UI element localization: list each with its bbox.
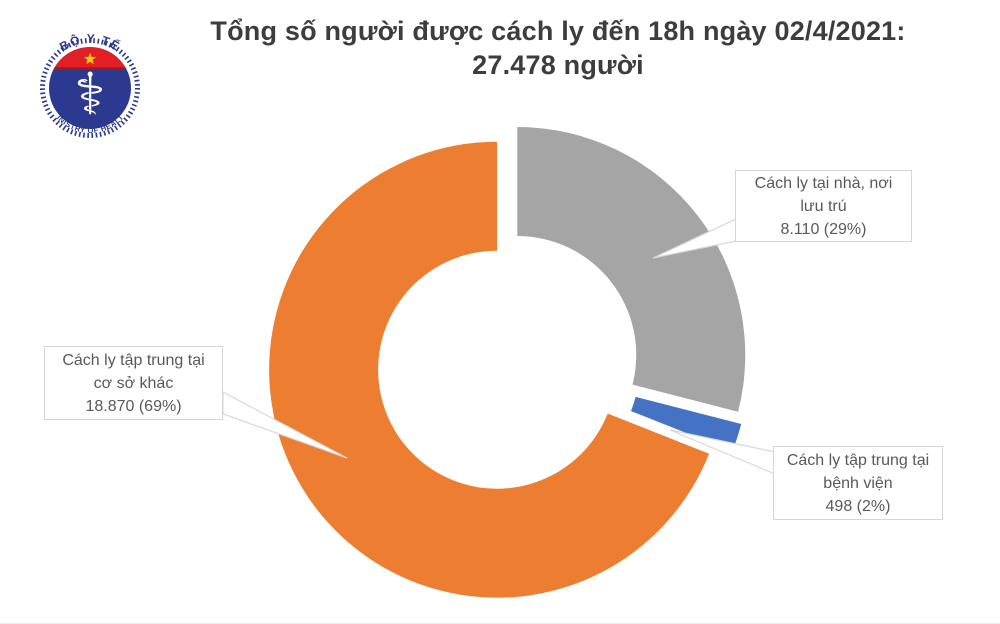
- callout-other-label: Cách ly tập trung tại cơ sở khác: [62, 351, 205, 392]
- pie-slice-hospital-quarantine: [631, 396, 742, 452]
- chart-title-line1: Tổng số người được cách ly đến 18h ngày …: [210, 16, 906, 46]
- logo-tick-ring: [40, 38, 140, 138]
- callout-home-label: Cách ly tại nhà, nơi lưu trú: [754, 174, 893, 215]
- star-icon: [83, 52, 97, 65]
- pie-slice-other-facility-quarantine: [269, 141, 710, 598]
- chart-title-line2: 27.478 người: [472, 50, 644, 80]
- staff-of-aesculapius-icon: ⚕: [74, 60, 105, 128]
- chart-title: Tổng số người được cách ly đến 18h ngày …: [158, 14, 958, 82]
- callout-hospital-value: 498 (2%): [825, 497, 891, 515]
- callout-label-home-quarantine: Cách ly tại nhà, nơi lưu trú 8.110 (29%): [735, 170, 912, 242]
- ministry-of-health-logo: ⚕ BỘ Y TẾ MINISTRY OF HEALTH: [38, 26, 140, 138]
- pie-slice-home-quarantine: [517, 127, 746, 412]
- callout-hospital-label: Cách ly tập trung tại bệnh viện: [786, 451, 930, 492]
- callout-label-hospital: Cách ly tập trung tại bệnh viện 498 (2%): [773, 446, 943, 520]
- callout-home-value: 8.110 (29%): [780, 220, 867, 238]
- callout-leader-other: [222, 391, 348, 459]
- callout-label-other-facility: Cách ly tập trung tại cơ sở khác 18.870 …: [44, 346, 223, 420]
- callout-other-value: 18.870 (69%): [85, 397, 182, 415]
- logo-top-arc-text: BỘ Y TẾ: [57, 31, 123, 53]
- logo-dark-red-band: [49, 67, 131, 70]
